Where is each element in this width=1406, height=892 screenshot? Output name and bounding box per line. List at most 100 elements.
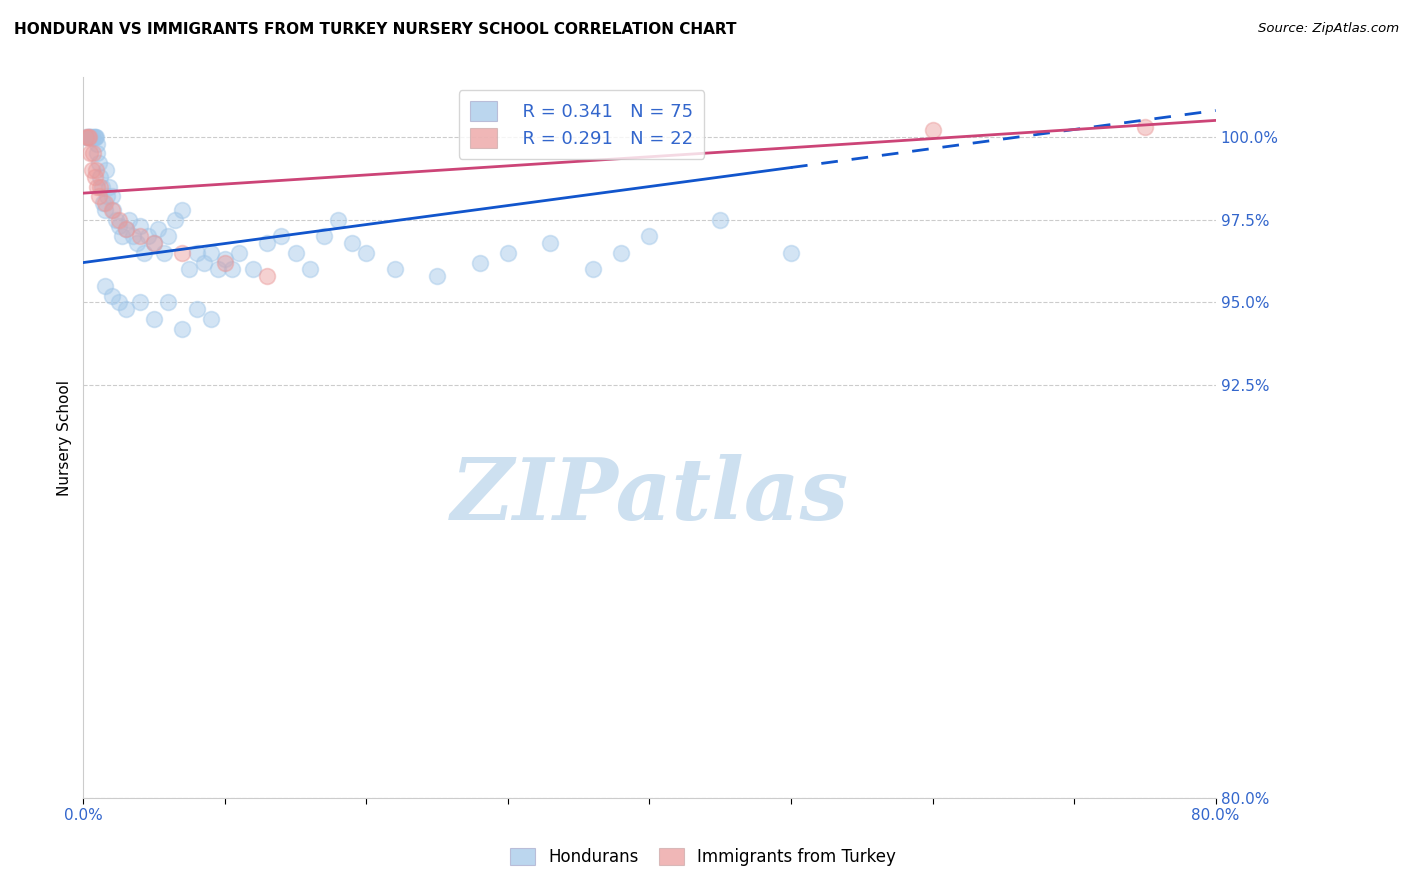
Point xyxy=(84,163,107,178)
Point xyxy=(129,219,152,234)
Point xyxy=(356,245,378,260)
Point xyxy=(79,130,101,145)
Point xyxy=(94,163,117,178)
Point xyxy=(76,130,98,145)
Point xyxy=(86,136,108,151)
Point xyxy=(129,229,152,244)
Point xyxy=(110,229,132,244)
Point xyxy=(709,212,731,227)
Point xyxy=(134,245,156,260)
Point xyxy=(82,130,104,145)
Point xyxy=(114,222,136,236)
Point xyxy=(426,268,449,283)
Point xyxy=(172,321,194,335)
Text: ZIPatlas: ZIPatlas xyxy=(450,454,849,537)
Legend:   R = 0.341   N = 75,   R = 0.291   N = 22: R = 0.341 N = 75, R = 0.291 N = 22 xyxy=(458,90,704,159)
Point xyxy=(83,130,105,145)
Point xyxy=(125,235,148,250)
Point xyxy=(104,212,127,227)
Point xyxy=(76,130,98,145)
Point xyxy=(207,262,229,277)
Point xyxy=(100,202,122,217)
Point xyxy=(100,189,122,203)
Point xyxy=(214,252,236,267)
Point xyxy=(312,229,335,244)
Point xyxy=(157,229,180,244)
Point xyxy=(86,179,108,194)
Point xyxy=(165,212,187,227)
Point xyxy=(200,245,222,260)
Point xyxy=(75,130,97,145)
Point xyxy=(80,130,103,145)
Point xyxy=(921,123,943,137)
Point xyxy=(138,229,160,244)
Point xyxy=(228,245,250,260)
Point xyxy=(143,235,166,250)
Point xyxy=(101,202,124,217)
Point xyxy=(256,235,278,250)
Point xyxy=(179,262,201,277)
Point xyxy=(582,262,605,277)
Point xyxy=(284,245,307,260)
Point xyxy=(384,262,406,277)
Point xyxy=(83,169,105,184)
Point xyxy=(117,212,139,227)
Point xyxy=(107,219,129,234)
Point xyxy=(200,311,222,326)
Point xyxy=(468,255,491,269)
Point xyxy=(270,229,292,244)
Point xyxy=(780,245,803,260)
Point xyxy=(107,295,129,310)
Point xyxy=(89,169,111,184)
Point xyxy=(86,146,108,161)
Point xyxy=(148,222,170,236)
Point xyxy=(91,196,114,211)
Point xyxy=(87,189,110,203)
Point xyxy=(342,235,364,250)
Point xyxy=(242,262,264,277)
Point xyxy=(172,245,194,260)
Legend: Hondurans, Immigrants from Turkey: Hondurans, Immigrants from Turkey xyxy=(502,840,904,875)
Point xyxy=(1133,120,1156,134)
Point xyxy=(143,311,166,326)
Point xyxy=(193,255,215,269)
Point xyxy=(153,245,176,260)
Point xyxy=(496,245,519,260)
Point xyxy=(80,163,103,178)
Point xyxy=(79,146,101,161)
Point xyxy=(256,268,278,283)
Point xyxy=(89,179,111,194)
Point xyxy=(326,212,349,227)
Point xyxy=(107,212,129,227)
Point xyxy=(79,130,101,145)
Point xyxy=(129,295,152,310)
Point xyxy=(214,255,236,269)
Y-axis label: Nursery School: Nursery School xyxy=(58,380,72,496)
Point xyxy=(100,288,122,302)
Point xyxy=(87,156,110,170)
Point xyxy=(97,179,120,194)
Point xyxy=(610,245,633,260)
Point xyxy=(638,229,661,244)
Point xyxy=(298,262,321,277)
Point xyxy=(93,278,115,293)
Point xyxy=(186,245,208,260)
Point xyxy=(77,130,100,145)
Point xyxy=(114,301,136,316)
Point xyxy=(77,130,100,145)
Point xyxy=(82,146,104,161)
Text: HONDURAN VS IMMIGRANTS FROM TURKEY NURSERY SCHOOL CORRELATION CHART: HONDURAN VS IMMIGRANTS FROM TURKEY NURSE… xyxy=(14,22,737,37)
Point xyxy=(143,235,166,250)
Point xyxy=(186,301,208,316)
Point xyxy=(114,222,136,236)
Point xyxy=(96,189,118,203)
Point xyxy=(90,179,112,194)
Point xyxy=(121,229,143,244)
Text: Source: ZipAtlas.com: Source: ZipAtlas.com xyxy=(1258,22,1399,36)
Point xyxy=(93,196,115,211)
Point xyxy=(538,235,561,250)
Point xyxy=(172,202,194,217)
Point xyxy=(83,130,105,145)
Point xyxy=(157,295,180,310)
Point xyxy=(221,262,243,277)
